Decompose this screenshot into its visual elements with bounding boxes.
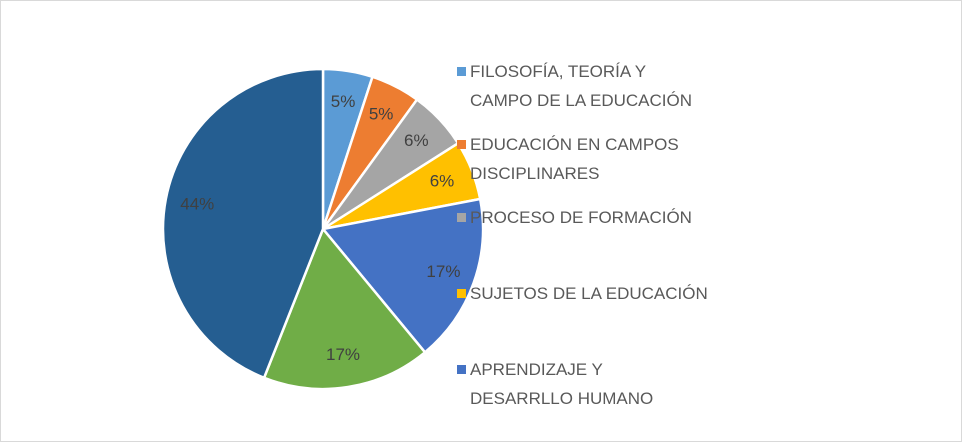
pie-slice bbox=[262, 226, 427, 391]
data-label: 17% bbox=[426, 262, 460, 281]
legend-label: FILOSOFÍA, TEORÍA Y CAMPO DE LA EDUCACIÓ… bbox=[470, 62, 692, 110]
pie-slice bbox=[161, 67, 325, 380]
legend-swatch bbox=[457, 213, 466, 222]
legend-swatch bbox=[457, 289, 466, 298]
data-label: 44% bbox=[180, 194, 214, 213]
legend-swatch bbox=[457, 365, 466, 374]
data-label: 5% bbox=[331, 92, 356, 111]
data-label: 6% bbox=[430, 171, 455, 190]
data-label: 17% bbox=[326, 345, 360, 364]
legend-swatch bbox=[457, 67, 466, 76]
legend-label: PROCESO DE FORMACIÓN bbox=[470, 208, 692, 227]
data-label: 5% bbox=[369, 104, 394, 123]
legend-swatch bbox=[457, 140, 466, 149]
pie-slice bbox=[320, 197, 485, 355]
legend-label: APRENDIZAJE Y DESARRLLO HUMANO bbox=[470, 360, 654, 408]
legend-label: SUJETOS DE LA EDUCACIÓN bbox=[470, 284, 708, 303]
data-label: 6% bbox=[404, 131, 429, 150]
legend-label: EDUCACIÓN EN CAMPOS DISCIPLINARES bbox=[470, 135, 679, 183]
